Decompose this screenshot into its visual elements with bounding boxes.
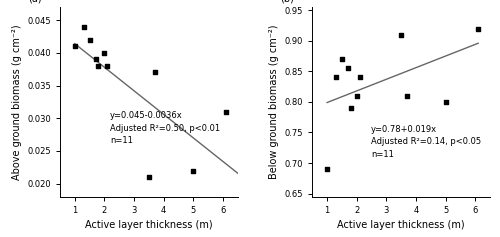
Point [71, 45, 79, 48]
Point [323, 167, 331, 171]
Point [151, 71, 159, 74]
Point [403, 94, 411, 98]
Point [100, 51, 108, 55]
Y-axis label: Above ground biomass (g cm⁻²): Above ground biomass (g cm⁻²) [12, 24, 22, 180]
Point [338, 57, 346, 61]
Text: (b): (b) [280, 0, 294, 3]
Text: y=0.78+0.019x
Adjusted R²=0.14, p<0.05
n=11: y=0.78+0.019x Adjusted R²=0.14, p<0.05 n… [371, 125, 481, 159]
Point [344, 66, 352, 70]
Point [332, 76, 340, 79]
Point [474, 27, 482, 30]
Point [104, 64, 112, 68]
Text: y=0.045-0.0036x
Adjusted R²=0.50, p<0.01
n=11: y=0.045-0.0036x Adjusted R²=0.50, p<0.01… [110, 111, 220, 145]
Text: (a): (a) [28, 0, 42, 3]
Point [397, 33, 405, 36]
Point [222, 110, 230, 114]
Point [347, 106, 355, 110]
Point [86, 38, 94, 42]
X-axis label: Active layer thickness (m): Active layer thickness (m) [85, 220, 212, 230]
Y-axis label: Below ground biomass (g cm⁻²): Below ground biomass (g cm⁻²) [269, 25, 279, 179]
Point [145, 175, 153, 179]
Point [190, 169, 198, 173]
Point [442, 100, 450, 104]
Point [92, 58, 100, 61]
Point [352, 94, 360, 98]
Point [356, 76, 364, 79]
Point [94, 64, 102, 68]
Point [80, 25, 88, 29]
X-axis label: Active layer thickness (m): Active layer thickness (m) [338, 220, 465, 230]
